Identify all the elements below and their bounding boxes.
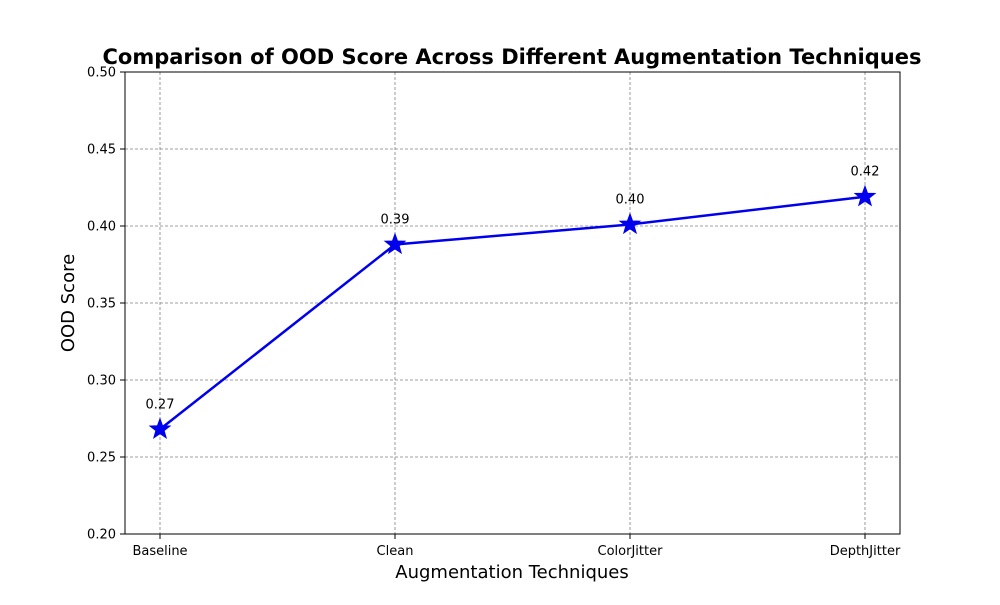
x-tick-label: Clean (377, 544, 414, 559)
y-tick-label: 0.35 (87, 297, 116, 312)
data-value-label: 0.42 (851, 165, 880, 180)
x-tick-label: DepthJitter (830, 544, 901, 559)
data-point-star (148, 417, 172, 439)
y-tick-label: 0.50 (87, 66, 116, 81)
series-layer: 0.27 0.39 0.40 0.42 (146, 165, 880, 439)
data-point-star (853, 184, 877, 207)
x-tick-label: Baseline (132, 544, 187, 559)
series-line (159, 195, 866, 431)
grid-lines (125, 72, 900, 534)
data-value-label: 0.27 (146, 397, 175, 412)
x-axis-label: Augmentation Techniques (395, 562, 628, 583)
data-point-star (383, 232, 407, 255)
y-axis-ticks: 0.20 0.25 0.30 0.35 0.40 0.45 0.50 (87, 66, 125, 543)
x-axis-ticks: Baseline Clean ColorJitter DepthJitter (132, 534, 901, 559)
y-tick-label: 0.30 (87, 374, 116, 389)
chart-title: Comparison of OOD Score Across Different… (103, 45, 922, 69)
y-tick-label: 0.25 (87, 451, 116, 466)
data-value-label: 0.40 (616, 192, 645, 207)
x-tick-label: ColorJitter (598, 544, 664, 559)
y-tick-label: 0.20 (87, 528, 116, 543)
y-axis-label: OOD Score (58, 254, 79, 352)
y-tick-label: 0.45 (87, 143, 116, 158)
data-point-star (618, 212, 642, 235)
y-tick-label: 0.40 (87, 220, 116, 235)
data-value-label: 0.39 (381, 212, 410, 227)
